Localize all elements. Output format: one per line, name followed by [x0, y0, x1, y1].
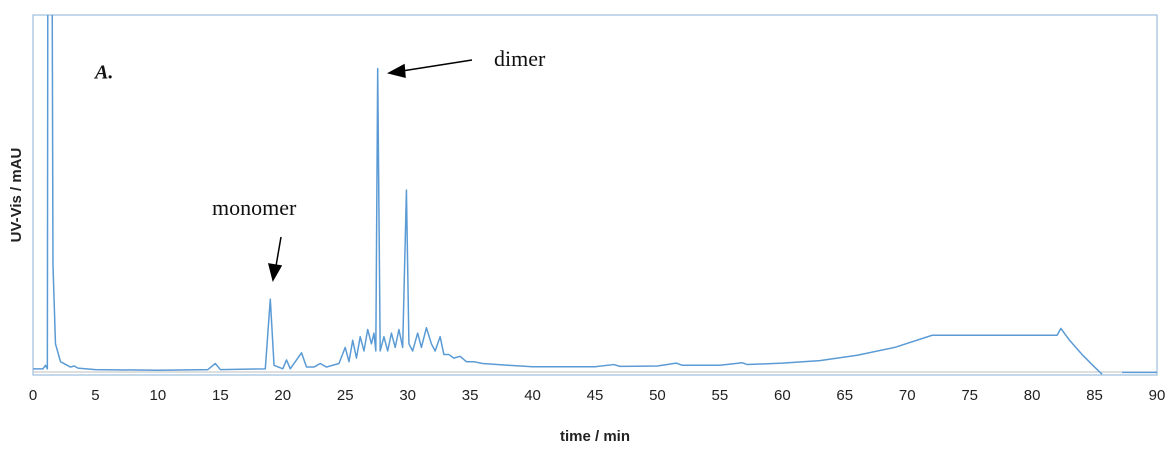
x-tick-label: 85 — [1086, 387, 1103, 404]
annotation: monomer — [212, 195, 297, 220]
arrow-head — [386, 63, 406, 78]
y-axis-label: UV-Vis / mAU — [8, 148, 25, 243]
x-tick-label: 50 — [649, 387, 666, 404]
arrow-line — [401, 59, 473, 72]
x-tick-label: 10 — [150, 387, 167, 404]
x-tick-label: 55 — [712, 387, 729, 404]
x-tick-label: 40 — [524, 387, 541, 404]
x-tick-label: 65 — [836, 387, 853, 404]
panel-label: A. — [93, 62, 113, 84]
annotation: dimer — [494, 46, 546, 71]
arrow-line — [275, 236, 282, 267]
x-tick-label: 75 — [961, 387, 978, 404]
x-axis-label: time / min — [560, 428, 630, 445]
x-tick-label: 15 — [212, 387, 229, 404]
plot-frame — [32, 14, 1158, 376]
x-tick-label: 45 — [587, 387, 604, 404]
x-tick-label: 35 — [462, 387, 479, 404]
arrow-head — [267, 263, 283, 282]
chromatogram-line — [33, 15, 1157, 375]
x-tick-label: 0 — [29, 387, 37, 404]
x-tick-label: 70 — [899, 387, 916, 404]
x-tick-label: 90 — [1149, 387, 1166, 404]
plot-area — [33, 15, 1157, 375]
x-tick-label: 25 — [337, 387, 354, 404]
x-tick-label: 5 — [91, 387, 99, 404]
x-tick-label: 80 — [1024, 387, 1041, 404]
arrows — [267, 59, 473, 282]
x-tick-label: 20 — [274, 387, 291, 404]
x-tick-label: 30 — [399, 387, 416, 404]
x-tick-label: 60 — [774, 387, 791, 404]
